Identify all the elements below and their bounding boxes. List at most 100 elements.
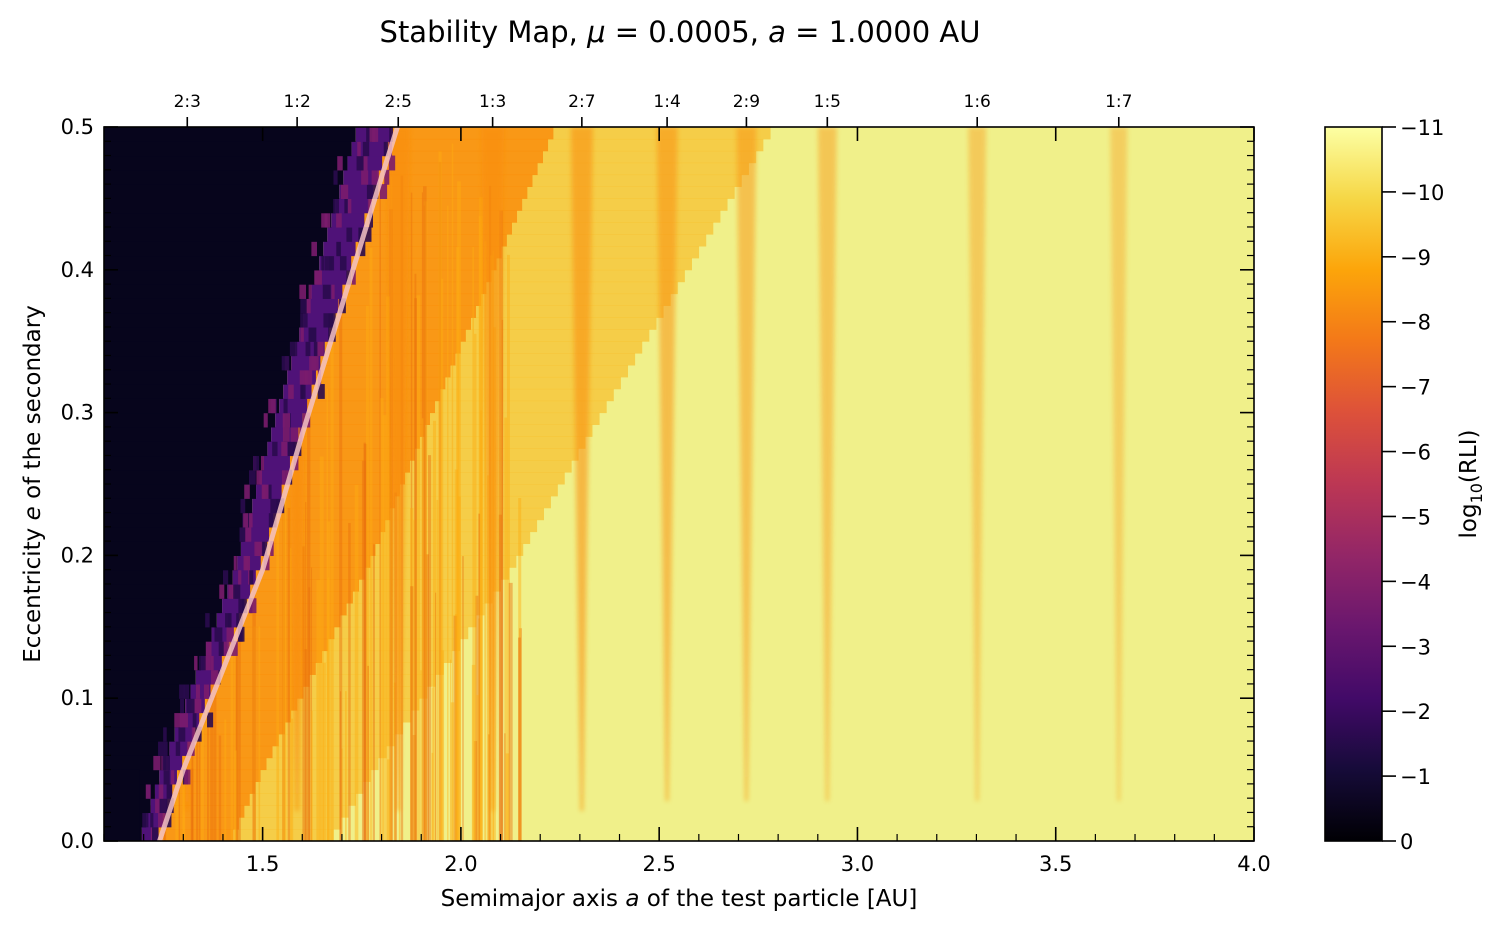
transition-zone (239, 817, 342, 830)
edge-noise (299, 284, 307, 299)
striation (224, 719, 227, 841)
orange-chaotic-zone (198, 674, 310, 687)
edge-noise (244, 555, 249, 571)
y-tick-label: 0.1 (61, 686, 94, 710)
striation (451, 143, 454, 841)
striation (501, 319, 504, 841)
unstable-region (104, 555, 238, 571)
striation (506, 254, 510, 841)
transition-zone (419, 436, 586, 449)
edge-noise (282, 426, 290, 442)
edge-noise (205, 612, 210, 628)
y-tick-label: 0.5 (61, 115, 94, 139)
orange-chaotic-zone (375, 127, 554, 140)
transition-zone (328, 638, 461, 652)
edge-noise (339, 255, 347, 271)
striation (380, 398, 384, 841)
unstable-region (104, 241, 324, 257)
striation (487, 475, 491, 841)
edge-noise (249, 569, 254, 585)
edge-noise (309, 355, 317, 371)
edge-noise (331, 284, 335, 299)
striation (427, 455, 432, 841)
orange-chaotic-zone (165, 757, 267, 771)
striation (431, 752, 434, 841)
unstable-region (104, 598, 223, 614)
y-tick-label: 0.4 (61, 258, 94, 282)
striation (504, 417, 508, 841)
orange-chaotic-zone (153, 793, 250, 806)
edge-noise (379, 184, 388, 199)
transition-zone (390, 507, 544, 521)
edge-noise (230, 641, 238, 656)
transition-zone (375, 543, 524, 556)
edge-noise (321, 255, 325, 271)
orange-chaotic-zone (217, 626, 335, 640)
chaotic-edge (335, 198, 369, 214)
striation (421, 418, 424, 841)
edge-noise (369, 212, 373, 228)
edge-noise (203, 655, 211, 671)
striation (361, 460, 366, 841)
edge-noise (239, 526, 246, 542)
striation (478, 618, 481, 841)
striation (480, 410, 483, 841)
edge-noise (222, 569, 229, 585)
edge-noise (321, 212, 328, 228)
striation (438, 151, 442, 841)
resonance-label: 1:5 (814, 92, 841, 112)
striation (311, 567, 313, 841)
chaotic-edge (248, 512, 274, 528)
edge-noise (174, 712, 182, 728)
edge-noise (218, 641, 224, 656)
striation (449, 659, 452, 841)
edge-noise (346, 226, 353, 242)
transition-zone (548, 138, 764, 152)
striation (327, 577, 330, 841)
striation (505, 753, 509, 841)
striation (258, 626, 261, 841)
edge-noise (219, 583, 225, 599)
unstable-region (104, 569, 233, 585)
striation (438, 161, 442, 841)
unstable-region (104, 712, 180, 728)
edge-noise (367, 198, 372, 214)
transition-zone (450, 365, 629, 378)
striation (518, 637, 521, 841)
transition-zone (424, 424, 593, 437)
transition-zone (460, 341, 643, 354)
edge-noise (315, 269, 322, 285)
x-tick-label: 3.0 (841, 852, 874, 876)
striation (372, 544, 375, 841)
striation (454, 469, 459, 841)
edge-noise (336, 212, 342, 228)
striation (478, 216, 483, 841)
orange-chaotic-zone (345, 222, 513, 235)
resonance-band (736, 127, 757, 801)
unstable-region (104, 726, 175, 742)
striation (206, 639, 210, 841)
edge-noise (270, 498, 278, 514)
striation (423, 205, 425, 841)
transition-zone (291, 710, 412, 723)
orange-chaotic-zone (280, 436, 420, 449)
unstable-region (104, 169, 344, 185)
striation (237, 616, 241, 841)
resonance-label: 1:6 (964, 92, 991, 112)
striation (425, 554, 429, 841)
edge-noise (254, 541, 263, 556)
striation (282, 362, 287, 841)
orange-chaotic-zone (222, 614, 341, 628)
colorbar-tick-label: −5 (1400, 505, 1431, 529)
transition-zone (395, 495, 551, 509)
edge-noise (333, 198, 340, 214)
striation (478, 513, 481, 841)
striation (386, 296, 390, 841)
orange-chaotic-zone (276, 448, 415, 461)
orange-chaotic-zone (301, 365, 451, 378)
edge-noise (357, 141, 361, 157)
orange-chaotic-zone (255, 519, 386, 533)
resonance-band (386, 127, 411, 811)
edge-noise (244, 484, 250, 499)
